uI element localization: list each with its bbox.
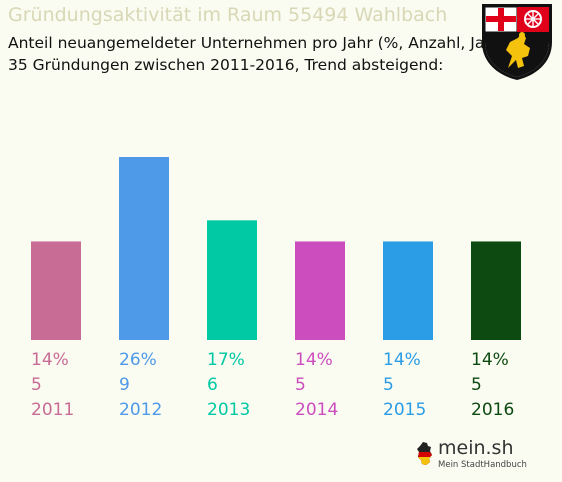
year-label-2013: 2013 — [207, 400, 250, 420]
count-label-2012: 9 — [119, 375, 130, 395]
logo-name: mein.sh — [438, 437, 514, 459]
year-label-2012: 2012 — [119, 400, 162, 420]
count-label-2015: 5 — [383, 375, 394, 395]
year-label-2015: 2015 — [383, 400, 426, 420]
bar-2014 — [295, 241, 345, 340]
bar-2013 — [207, 220, 257, 340]
percent-label-2016: 14% — [471, 350, 509, 370]
count-label-2014: 5 — [295, 375, 306, 395]
bar-2011 — [31, 241, 81, 340]
count-label-2016: 5 — [471, 375, 482, 395]
percent-label-2014: 14% — [295, 350, 333, 370]
year-label-2011: 2011 — [31, 400, 74, 420]
logo-tagline: Mein StadtHandbuch — [438, 460, 527, 470]
percent-label-2015: 14% — [383, 350, 421, 370]
year-label-2016: 2016 — [471, 400, 514, 420]
year-label-2014: 2014 — [295, 400, 338, 420]
percent-label-2013: 17% — [207, 350, 245, 370]
coat-of-arms-icon — [482, 4, 552, 80]
chart-subtitle-line1: Anteil neuangemeldeter Unternehmen pro J… — [8, 34, 507, 52]
count-label-2013: 6 — [207, 375, 218, 395]
bar-2015 — [383, 241, 433, 340]
chart-subtitle-line2: 35 Gründungen zwischen 2011-2016, Trend … — [8, 56, 444, 74]
germany-map-icon — [417, 442, 432, 465]
bar-2016 — [471, 241, 521, 340]
bar-2012 — [119, 157, 169, 340]
chart-title: Gründungsaktivität im Raum 55494 Wahlbac… — [8, 4, 448, 26]
percent-label-2012: 26% — [119, 350, 157, 370]
percent-label-2011: 14% — [31, 350, 69, 370]
site-logo[interactable]: mein.sh Mein StadtHandbuch — [416, 437, 527, 477]
count-label-2011: 5 — [31, 375, 42, 395]
